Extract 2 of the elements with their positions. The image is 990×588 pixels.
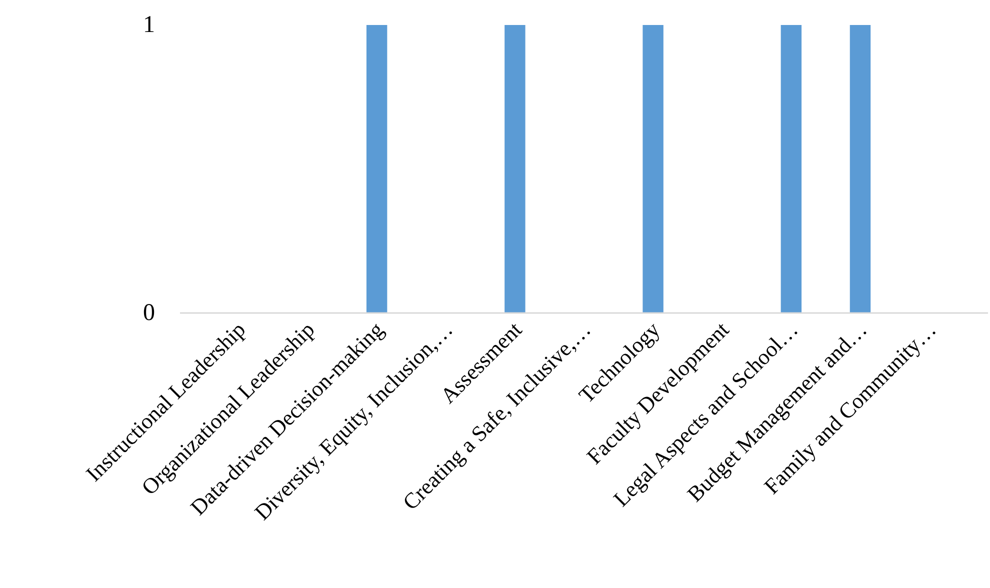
y-tick-label: 0 xyxy=(143,300,155,326)
y-tick-label: 1 xyxy=(143,12,155,38)
